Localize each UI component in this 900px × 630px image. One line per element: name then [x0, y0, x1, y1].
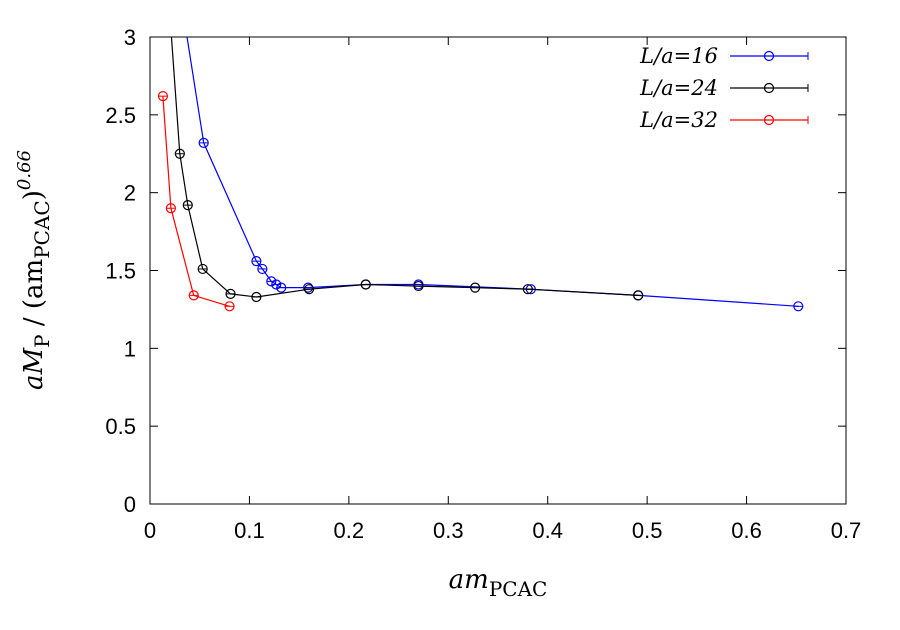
series-line	[170, 37, 639, 298]
legend-swatch-marker	[763, 114, 775, 126]
legend-label: L/a=16	[639, 44, 718, 68]
data-point	[225, 288, 236, 299]
x-tick-label: 0.3	[433, 518, 464, 543]
y-axis-title-pcac: PCAC	[30, 200, 54, 259]
x-tick-label: 0.5	[632, 518, 663, 543]
y-axis-title-close: )	[19, 190, 49, 200]
y-tick-label: 0.5	[105, 414, 136, 439]
x-axis-ticks: 0 0.1 0.2 0.3 0.4 0.5 0.6 0.7	[144, 37, 861, 543]
data-point	[633, 290, 644, 301]
data-point	[257, 263, 268, 275]
series-layer	[157, 37, 804, 312]
data-point	[224, 301, 235, 312]
data-point	[157, 91, 169, 102]
x-tick-label: 0	[144, 518, 156, 543]
legend-label: L/a=32	[639, 108, 718, 132]
data-point	[165, 203, 176, 214]
data-point	[522, 284, 533, 295]
data-point	[276, 282, 287, 293]
data-point	[271, 279, 282, 290]
data-point	[251, 256, 262, 267]
legend: L/a=16 L/a=24 L/a=32	[639, 44, 809, 132]
legend-swatch-marker	[763, 50, 775, 62]
data-point	[251, 291, 262, 303]
data-point	[413, 280, 424, 292]
plot-frame	[149, 36, 847, 505]
y-axis-ticks: 0 0.5 1 1.5 2 2.5 3	[105, 25, 846, 517]
y-tick-label: 3	[124, 25, 136, 50]
x-tick-label: 0.6	[731, 518, 762, 543]
data-point	[302, 282, 314, 293]
x-tick-label: 0.4	[532, 518, 563, 543]
data-point	[182, 200, 193, 211]
x-axis-title-sub: PCAC	[489, 577, 548, 601]
data-point	[174, 148, 185, 159]
data-point	[198, 137, 209, 148]
legend-label: L/a=24	[639, 76, 718, 100]
data-point	[197, 263, 208, 275]
data-point	[793, 301, 804, 312]
y-axis-title-mid: / (am	[19, 259, 49, 335]
data-point	[266, 276, 277, 287]
legend-swatch-marker	[763, 82, 775, 94]
x-tick-label: 0.7	[831, 518, 862, 543]
y-tick-label: 1.5	[105, 259, 136, 284]
data-point	[360, 279, 371, 290]
y-tick-label: 2.5	[105, 103, 136, 128]
data-point	[188, 290, 199, 301]
y-tick-label: 2	[124, 181, 136, 206]
series-line	[186, 37, 799, 307]
data-point	[470, 282, 481, 293]
y-axis-title-a: aM	[19, 346, 49, 390]
x-tick-label: 0.2	[334, 518, 365, 543]
x-tick-label: 0.1	[234, 518, 265, 543]
y-tick-label: 0	[124, 492, 136, 517]
y-tick-label: 1	[124, 336, 136, 361]
y-axis-title: aMP / (amPCAC)0.66	[14, 150, 54, 390]
x-axis-title-main: am	[449, 565, 489, 595]
y-axis-title-exp: 0.66	[14, 150, 35, 190]
y-axis-title-p: P	[30, 334, 54, 347]
series-line	[162, 96, 230, 307]
x-axis-title: amPCAC	[449, 565, 548, 601]
data-point	[303, 284, 315, 295]
